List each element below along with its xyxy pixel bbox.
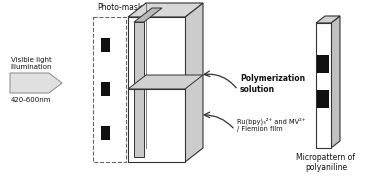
Bar: [101, 126, 110, 140]
Text: Polymerization
solution: Polymerization solution: [240, 74, 305, 94]
Polygon shape: [128, 3, 203, 17]
Text: Ru(bpy)₃²⁺ and MV²⁺
/ Flemion film: Ru(bpy)₃²⁺ and MV²⁺ / Flemion film: [237, 118, 306, 132]
Bar: [317, 90, 329, 108]
Bar: [93, 17, 126, 162]
Text: Photo-mask: Photo-mask: [97, 3, 143, 12]
Bar: [316, 23, 331, 148]
Polygon shape: [331, 16, 340, 148]
Bar: [317, 55, 329, 73]
Bar: [101, 38, 110, 52]
Polygon shape: [134, 8, 162, 22]
Polygon shape: [10, 73, 62, 93]
Bar: [134, 22, 144, 157]
Text: 420-600nm: 420-600nm: [11, 97, 51, 103]
Bar: [128, 17, 185, 162]
Bar: [101, 82, 110, 96]
Polygon shape: [316, 16, 340, 23]
Polygon shape: [128, 75, 203, 89]
Text: Visible light
illumination: Visible light illumination: [10, 57, 52, 70]
Text: Micropattern of
polyaniline: Micropattern of polyaniline: [296, 153, 355, 172]
Polygon shape: [185, 3, 203, 162]
